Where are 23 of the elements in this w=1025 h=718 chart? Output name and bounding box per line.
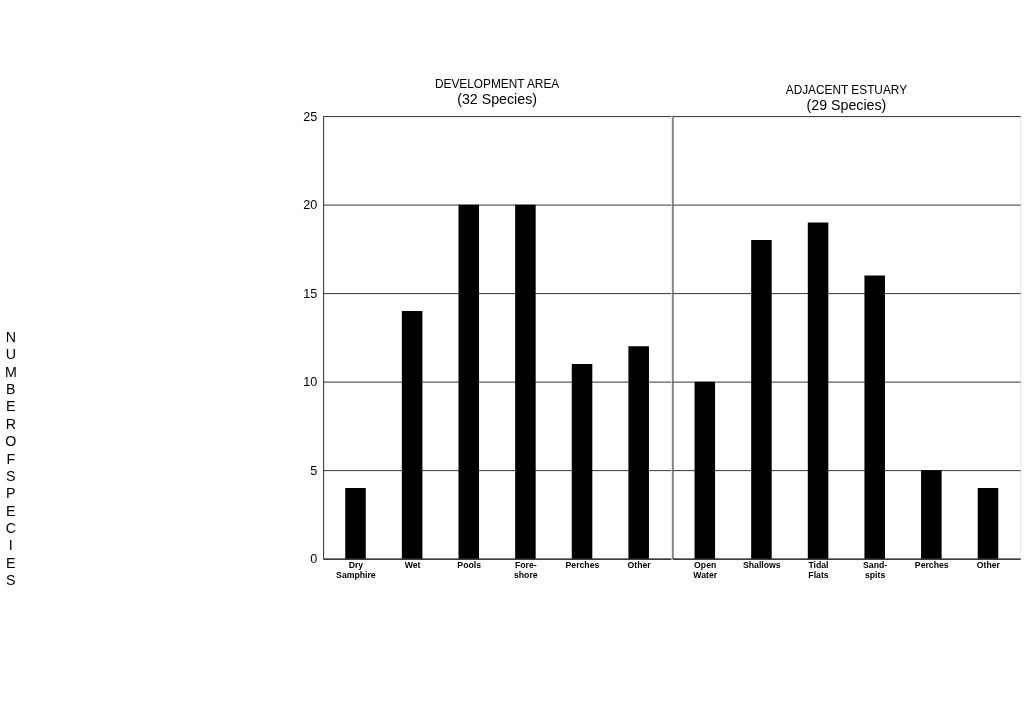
chart-subtitle: (32 Species) [457,90,537,107]
x-tick-label: Tidal Flats [808,559,829,581]
x-tick-label: Other [976,559,1001,570]
x-tick-label: Dry Samphire [336,559,376,581]
x-tick-label: Perches [914,559,949,570]
x-tick-label: Shallows [743,559,781,570]
x-tick-label: Fore-shore [513,559,538,581]
y-tick-label: 15 [303,286,318,301]
y-tick-label: 0 [310,552,318,567]
x-tick-label: Perches [565,559,600,570]
y-tick-label: 20 [303,198,318,213]
x-tick-label: Other [627,559,652,570]
y-tick-label: 5 [310,463,318,478]
x-tick-label: Wet [404,559,421,570]
x-tick-label: Pools [457,559,482,570]
x-tick-label: Open Water [693,559,718,581]
chart-title: DEVELOPMENT AREA [435,76,560,91]
y-tick-label: 10 [303,375,318,390]
y-tick-label: 25 [303,109,318,124]
text: NUMBER OF SPECIES [4,328,17,589]
x-tick-label: Sand-spits [863,559,888,581]
chart-subtitle: (29 Species) [806,96,887,113]
chart-title: ADJACENT ESTUARY [785,83,908,98]
